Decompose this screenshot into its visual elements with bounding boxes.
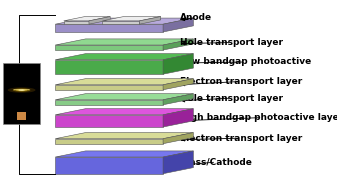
Text: Low bandgap photoactive: Low bandgap photoactive [180, 57, 311, 67]
Polygon shape [163, 151, 193, 174]
Polygon shape [55, 139, 163, 144]
Polygon shape [55, 39, 193, 45]
Text: High bandgap photoactive layer: High bandgap photoactive layer [180, 113, 337, 122]
Ellipse shape [8, 87, 35, 93]
Polygon shape [55, 100, 163, 105]
Polygon shape [102, 21, 140, 24]
Polygon shape [64, 17, 110, 21]
Polygon shape [102, 17, 161, 21]
Polygon shape [55, 94, 193, 100]
Polygon shape [163, 79, 193, 90]
Ellipse shape [16, 89, 27, 91]
Polygon shape [163, 94, 193, 105]
Polygon shape [163, 39, 193, 50]
Polygon shape [140, 17, 161, 24]
Polygon shape [163, 18, 193, 32]
Polygon shape [55, 151, 193, 157]
Polygon shape [55, 24, 163, 32]
Polygon shape [163, 132, 193, 144]
Bar [3, 63, 40, 124]
Text: Electron transport layer: Electron transport layer [180, 134, 302, 143]
Polygon shape [64, 21, 89, 24]
Polygon shape [55, 79, 193, 85]
Bar [18, 112, 26, 119]
Ellipse shape [19, 89, 25, 91]
Polygon shape [55, 115, 163, 127]
Polygon shape [55, 109, 193, 115]
Text: Hole transport layer: Hole transport layer [180, 38, 283, 47]
Polygon shape [55, 132, 193, 139]
Ellipse shape [13, 88, 30, 92]
Polygon shape [55, 157, 163, 174]
Text: Glass/Cathode: Glass/Cathode [180, 158, 253, 167]
Polygon shape [163, 109, 193, 127]
Polygon shape [55, 54, 193, 60]
Polygon shape [55, 60, 163, 74]
Text: Anode: Anode [180, 13, 212, 22]
Polygon shape [89, 17, 110, 24]
Text: Electron transport layer: Electron transport layer [180, 77, 302, 86]
Polygon shape [55, 18, 193, 24]
Polygon shape [163, 54, 193, 74]
Polygon shape [55, 45, 163, 50]
Text: Hole transport layer: Hole transport layer [180, 94, 283, 103]
Polygon shape [55, 85, 163, 90]
